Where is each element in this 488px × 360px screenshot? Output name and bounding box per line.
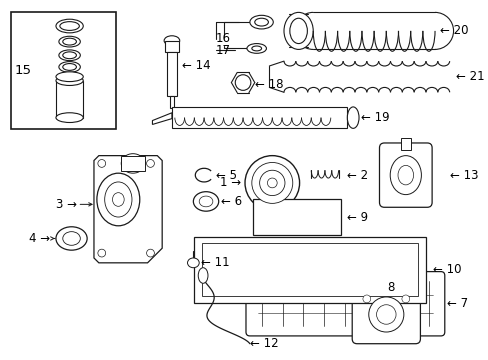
Text: 17: 17 (215, 44, 230, 57)
Text: ← 20: ← 20 (439, 24, 468, 37)
Bar (165, 41, 179, 52)
Ellipse shape (112, 193, 124, 206)
Ellipse shape (98, 159, 105, 167)
Bar (172, 107, 346, 129)
Ellipse shape (346, 107, 358, 129)
Ellipse shape (56, 72, 83, 82)
Ellipse shape (59, 36, 80, 47)
Ellipse shape (389, 156, 421, 195)
Ellipse shape (60, 22, 79, 30)
Ellipse shape (104, 182, 132, 217)
Ellipse shape (249, 15, 273, 29)
Text: ← 7: ← 7 (446, 297, 467, 310)
Ellipse shape (56, 227, 87, 250)
Ellipse shape (368, 297, 403, 332)
Text: ← 13: ← 13 (449, 168, 477, 182)
Ellipse shape (62, 231, 80, 245)
Ellipse shape (193, 192, 218, 211)
FancyBboxPatch shape (351, 285, 420, 344)
Ellipse shape (62, 52, 76, 59)
Polygon shape (152, 113, 172, 125)
Ellipse shape (246, 44, 266, 53)
Text: ← 19: ← 19 (360, 111, 389, 124)
Ellipse shape (267, 178, 277, 188)
Ellipse shape (56, 19, 83, 33)
Text: ← 9: ← 9 (346, 211, 367, 224)
Ellipse shape (284, 12, 313, 49)
Text: ← 5: ← 5 (215, 168, 236, 182)
Ellipse shape (199, 196, 212, 207)
Ellipse shape (259, 170, 285, 195)
Bar (170, 96, 174, 108)
Text: ← 18: ← 18 (254, 78, 283, 91)
Ellipse shape (59, 62, 80, 72)
Text: 15: 15 (15, 64, 32, 77)
Text: 4 →: 4 → (29, 232, 50, 245)
Ellipse shape (198, 268, 207, 283)
Ellipse shape (254, 18, 268, 26)
Bar (11, 12, 116, 129)
Text: ← 11: ← 11 (201, 256, 229, 269)
Ellipse shape (187, 258, 199, 268)
Ellipse shape (376, 305, 395, 324)
Ellipse shape (401, 295, 409, 303)
FancyBboxPatch shape (245, 271, 444, 336)
Ellipse shape (235, 75, 250, 90)
Text: ← 12: ← 12 (249, 337, 278, 350)
Bar (252, 199, 340, 235)
Ellipse shape (97, 173, 140, 226)
Ellipse shape (146, 249, 154, 257)
Bar (56, 81, 83, 118)
Ellipse shape (251, 46, 261, 51)
Text: ← 2: ← 2 (346, 168, 367, 182)
Text: ← 21: ← 21 (455, 70, 483, 83)
Ellipse shape (121, 154, 144, 173)
Bar (194, 237, 426, 303)
Text: 8: 8 (386, 281, 394, 294)
Ellipse shape (289, 18, 307, 44)
Text: 16: 16 (215, 32, 230, 45)
Ellipse shape (362, 295, 370, 303)
Ellipse shape (62, 64, 76, 70)
Text: 3 →: 3 → (56, 198, 77, 211)
Ellipse shape (146, 159, 154, 167)
Ellipse shape (164, 36, 180, 45)
Text: ← 10: ← 10 (432, 263, 461, 276)
FancyBboxPatch shape (379, 143, 431, 207)
Bar (202, 243, 418, 296)
Ellipse shape (397, 165, 413, 185)
Ellipse shape (62, 38, 76, 45)
Polygon shape (94, 156, 162, 263)
Ellipse shape (56, 113, 83, 122)
Text: ← 6: ← 6 (220, 195, 241, 208)
Text: 1 →: 1 → (220, 176, 241, 189)
Ellipse shape (244, 156, 299, 210)
Bar (121, 156, 144, 171)
Text: ← 14: ← 14 (182, 59, 210, 72)
Ellipse shape (56, 76, 83, 85)
Ellipse shape (98, 249, 105, 257)
Ellipse shape (251, 162, 292, 203)
Bar (400, 138, 410, 150)
Bar (167, 52, 177, 96)
Ellipse shape (59, 50, 80, 60)
